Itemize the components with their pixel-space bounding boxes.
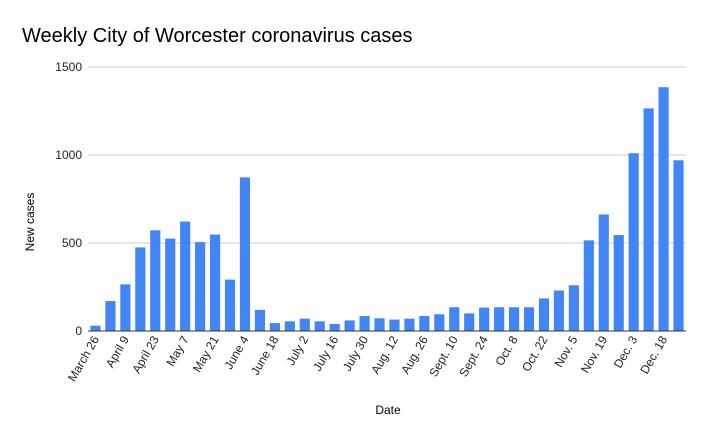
x-tick-label: May 7 — [163, 333, 192, 369]
bar — [180, 221, 191, 331]
bar — [658, 87, 669, 332]
bar — [434, 314, 445, 331]
y-tick-label: 1500 — [55, 60, 82, 74]
x-tick-label: April 9 — [103, 333, 132, 370]
x-axis-title: Date — [375, 403, 401, 417]
y-axis-ticks: 0 500 1000 1500 — [55, 60, 82, 338]
bar — [344, 320, 355, 331]
bar — [553, 290, 565, 331]
x-tick-label: June 4 — [221, 333, 251, 371]
chart-title: Weekly City of Worcester coronavirus cas… — [22, 25, 413, 47]
bar — [419, 316, 430, 331]
bar — [195, 242, 206, 331]
bar — [120, 284, 131, 331]
bar — [449, 307, 460, 331]
bar — [314, 321, 325, 331]
x-tick-label: April 23 — [129, 333, 162, 376]
bar — [494, 307, 505, 331]
x-tick-label: March 26 — [65, 333, 102, 384]
bar — [284, 321, 295, 331]
x-tick-label: Oct. 22 — [519, 333, 551, 374]
x-tick-label: July 30 — [340, 333, 371, 373]
bar — [404, 318, 415, 331]
x-tick-label: July 16 — [310, 333, 341, 373]
bar — [673, 160, 684, 331]
x-tick-label: Nov. 5 — [551, 333, 580, 370]
bar — [254, 309, 266, 331]
bar — [583, 240, 594, 331]
x-tick-label: Sept. 24 — [456, 333, 491, 379]
gridlines — [88, 66, 686, 244]
bar — [508, 307, 520, 331]
bar — [374, 318, 385, 331]
bar — [239, 177, 251, 331]
x-tick-label: Nov. 19 — [578, 333, 611, 375]
bar — [90, 325, 101, 331]
bar — [464, 313, 475, 331]
y-axis-title: New cases — [23, 193, 37, 252]
x-tick-label: Aug. 12 — [368, 333, 401, 376]
bar — [209, 234, 221, 331]
bar — [643, 108, 654, 331]
bar — [598, 214, 609, 331]
bars — [90, 87, 684, 332]
y-tick-label: 1000 — [55, 148, 82, 162]
bar — [329, 323, 340, 331]
bar — [628, 153, 639, 331]
x-tick-label: July 2 — [284, 333, 312, 367]
bar — [538, 298, 550, 331]
x-tick-label: May 21 — [190, 333, 222, 374]
bar — [224, 279, 236, 331]
bar — [389, 319, 400, 331]
bar — [299, 318, 310, 331]
y-tick-label: 500 — [62, 236, 82, 250]
bar — [269, 323, 280, 331]
bar — [165, 238, 176, 331]
bar — [479, 307, 490, 331]
bar — [613, 235, 624, 331]
x-tick-label: Dec. 3 — [611, 333, 641, 370]
x-tick-label: Dec. 18 — [637, 333, 670, 376]
y-tick-label: 0 — [75, 324, 82, 338]
bar — [105, 301, 116, 331]
x-tick-label: Aug. 26 — [398, 333, 431, 376]
x-tick-label: Oct. 8 — [493, 333, 521, 368]
bar — [523, 307, 535, 331]
bar — [135, 247, 146, 331]
bar — [568, 285, 579, 331]
bar — [150, 230, 161, 331]
x-tick-label: June 18 — [248, 333, 282, 377]
bar — [359, 316, 370, 331]
